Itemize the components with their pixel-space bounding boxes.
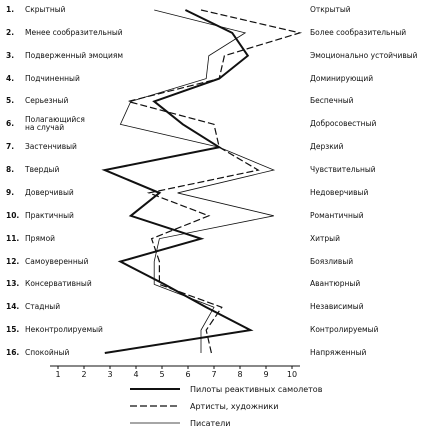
row-number: 9. [6, 187, 15, 197]
x-tick-label: 1 [55, 370, 60, 379]
left-label: Самоуверенный [25, 256, 89, 266]
x-tick-label: 3 [107, 370, 112, 379]
left-label: Практичный [25, 210, 74, 220]
row-number: 3. [6, 50, 15, 60]
x-tick-label: 5 [159, 370, 164, 379]
right-label: Контролируемый [310, 325, 379, 335]
legend-label: Писатели [190, 419, 230, 428]
right-label: Авантюрный [310, 279, 361, 289]
right-label: Напряженный [310, 348, 367, 357]
series-line [101, 9, 254, 354]
left-label: Спокойный [25, 348, 70, 357]
left-label: Твердый [25, 165, 60, 175]
row-number: 14. [6, 302, 20, 312]
row-number: 16. [6, 348, 20, 357]
left-label: Подверженный эмоциям [25, 50, 124, 60]
right-label: Беспечный [310, 96, 354, 106]
x-tick-label: 7 [211, 370, 216, 379]
row-number: 1. [6, 5, 15, 14]
right-label: Более сообразительный [310, 27, 407, 37]
right-label: Добросовестный [310, 119, 377, 129]
series-line [119, 9, 276, 353]
x-tick-label: 9 [263, 370, 268, 379]
row-number: 6. [6, 119, 15, 129]
left-label: Стадный [25, 302, 61, 312]
x-tick-label: 4 [133, 370, 138, 379]
right-label: Эмоционально устойчивый [310, 50, 418, 60]
right-label: Доминирующий [310, 73, 374, 83]
legend-label: Пилоты реактивных самолетов [190, 385, 323, 394]
left-label: Серьезный [25, 96, 69, 106]
left-label: Консервативный [25, 279, 92, 289]
right-label: Дерзкий [310, 142, 344, 152]
left-label: Доверчивый [25, 187, 74, 197]
x-tick-label: 2 [81, 370, 86, 379]
row-number: 8. [6, 165, 15, 175]
row-number: 15. [6, 325, 20, 335]
right-label: Хитрый [310, 233, 340, 243]
row-number: 2. [6, 27, 15, 37]
series-line [125, 9, 303, 354]
left-label: Полагающийся на случай [25, 115, 85, 133]
row-number: 7. [6, 142, 15, 152]
row-number: 5. [6, 96, 15, 106]
legend-label: Артисты, художники [190, 402, 278, 411]
right-label: Чувствительный [310, 165, 376, 175]
x-tick-label: 6 [185, 370, 190, 379]
x-tick-label: 10 [287, 370, 297, 379]
left-label: Неконтролируемый [25, 325, 103, 335]
row-number: 10. [6, 210, 20, 220]
right-label: Боязливый [310, 256, 354, 266]
row-number: 13. [6, 279, 20, 289]
right-label: Открытый [310, 5, 351, 14]
row-number: 12. [6, 256, 20, 266]
right-label: Недоверчивый [310, 187, 369, 197]
row-number: 11. [6, 233, 20, 243]
right-label: Независимый [310, 302, 364, 312]
row-number: 4. [6, 73, 15, 83]
left-label: Менее сообразительный [25, 27, 123, 37]
x-tick-label: 8 [237, 370, 242, 379]
left-label: Прямой [25, 233, 56, 243]
left-label: Скрытный [25, 5, 66, 14]
right-label: Романтичный [310, 210, 364, 220]
left-label: Подчиненный [25, 73, 80, 83]
left-label: Застенчивый [25, 142, 77, 152]
